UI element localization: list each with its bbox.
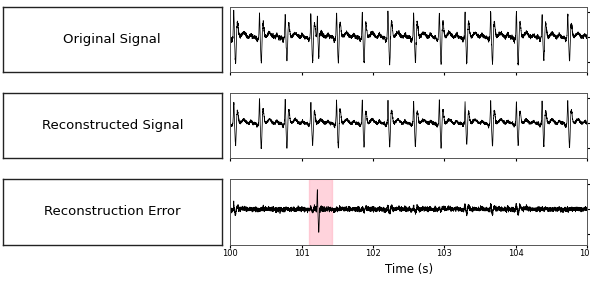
- Text: Reconstruction Error: Reconstruction Error: [44, 205, 181, 219]
- Bar: [309, 179, 332, 245]
- Text: Reconstructed Signal: Reconstructed Signal: [41, 119, 183, 132]
- X-axis label: Time (s): Time (s): [385, 263, 432, 276]
- Text: Original Signal: Original Signal: [64, 33, 161, 46]
